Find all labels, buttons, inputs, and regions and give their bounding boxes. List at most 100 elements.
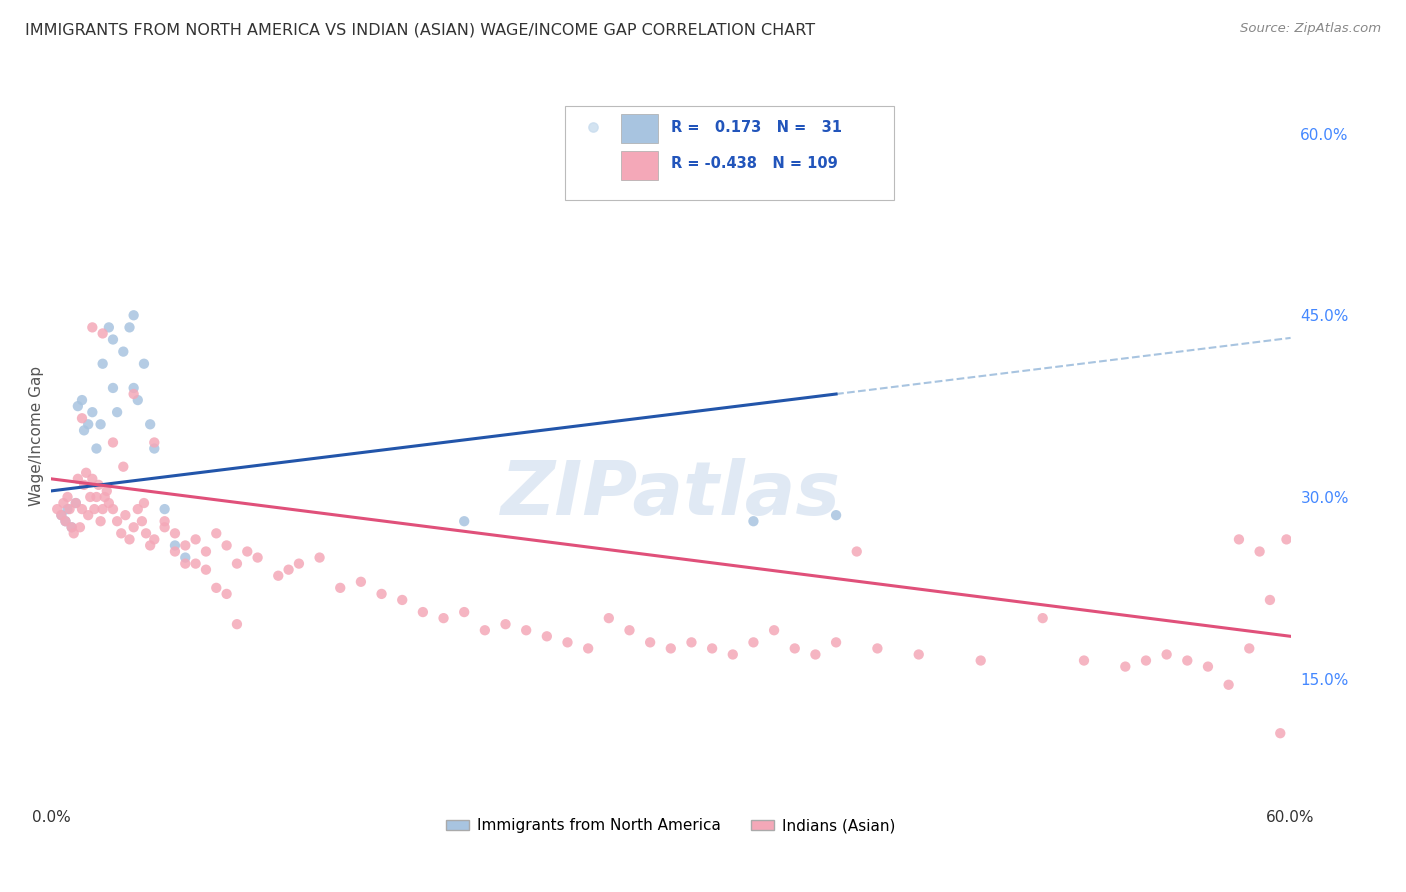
Point (127, 393, 149, 408)
Point (453, 514, 475, 528)
Point (184, 533, 207, 547)
Point (742, 514, 765, 528)
Point (194, 544, 217, 558)
Point (101, 333, 124, 347)
Text: R = -0.438   N = 109: R = -0.438 N = 109 (671, 156, 838, 171)
Point (77, 417, 100, 432)
Point (1114, 659, 1136, 673)
Y-axis label: Wage/Income Gap: Wage/Income Gap (30, 367, 44, 507)
Text: R =   0.173   N =   31: R = 0.173 N = 31 (671, 120, 842, 135)
Point (474, 624, 496, 638)
Point (215, 587, 238, 601)
Point (101, 435, 124, 450)
Point (55, 514, 77, 528)
Point (1249, 544, 1271, 558)
Point (56, 502, 79, 516)
Point (73, 423, 96, 437)
FancyBboxPatch shape (621, 114, 658, 144)
Point (598, 611, 620, 625)
Point (55, 514, 77, 528)
Point (127, 502, 149, 516)
Point (350, 574, 373, 589)
Point (135, 526, 157, 541)
Point (370, 587, 392, 601)
Point (1270, 726, 1292, 740)
Point (112, 459, 135, 474)
Point (153, 502, 176, 516)
Point (62, 526, 84, 541)
Point (825, 508, 848, 523)
Point (205, 581, 228, 595)
Point (96, 483, 118, 498)
Point (105, 405, 128, 419)
Point (700, 641, 723, 656)
Point (246, 550, 269, 565)
Point (845, 544, 868, 558)
Point (681, 635, 703, 649)
Point (277, 563, 299, 577)
Point (86, 490, 108, 504)
Point (194, 563, 217, 577)
Point (153, 520, 176, 534)
Point (105, 514, 128, 528)
Point (101, 502, 124, 516)
Point (56, 490, 79, 504)
Point (139, 417, 162, 432)
Point (721, 648, 744, 662)
Point (638, 635, 661, 649)
Point (267, 568, 290, 582)
Point (495, 617, 517, 632)
Point (515, 624, 537, 638)
Point (77, 508, 100, 523)
Point (97, 320, 120, 334)
Point (184, 557, 207, 571)
Point (82, 405, 104, 419)
Point (143, 533, 166, 547)
Point (1135, 654, 1157, 668)
Point (118, 533, 141, 547)
Point (66, 472, 89, 486)
Point (79, 490, 101, 504)
FancyBboxPatch shape (565, 105, 894, 200)
Point (143, 435, 166, 450)
Point (91, 326, 114, 341)
Point (131, 514, 153, 528)
Point (1218, 678, 1240, 692)
Point (557, 635, 579, 649)
Point (82, 320, 104, 334)
Point (1258, 593, 1281, 607)
Point (825, 635, 848, 649)
Point (51, 508, 73, 523)
Point (97, 496, 120, 510)
Point (70, 393, 93, 408)
Point (118, 320, 141, 334)
Point (907, 648, 929, 662)
Point (122, 308, 145, 322)
Point (87, 478, 110, 492)
Point (132, 357, 155, 371)
Point (93, 490, 115, 504)
Point (66, 399, 89, 413)
Point (114, 508, 136, 523)
Point (576, 641, 599, 656)
Point (73, 478, 96, 492)
Point (1275, 533, 1298, 547)
Point (86, 442, 108, 456)
Point (453, 605, 475, 619)
Point (163, 538, 186, 552)
Point (112, 344, 135, 359)
Point (65, 496, 87, 510)
Point (143, 442, 166, 456)
Point (75, 466, 97, 480)
Point (60, 520, 83, 534)
Point (1156, 648, 1178, 662)
Point (51, 508, 73, 523)
Point (132, 496, 155, 510)
Point (122, 387, 145, 401)
Point (1197, 659, 1219, 673)
Point (91, 502, 114, 516)
Point (60, 520, 83, 534)
Point (139, 538, 162, 552)
Point (52, 496, 75, 510)
Point (536, 629, 558, 643)
